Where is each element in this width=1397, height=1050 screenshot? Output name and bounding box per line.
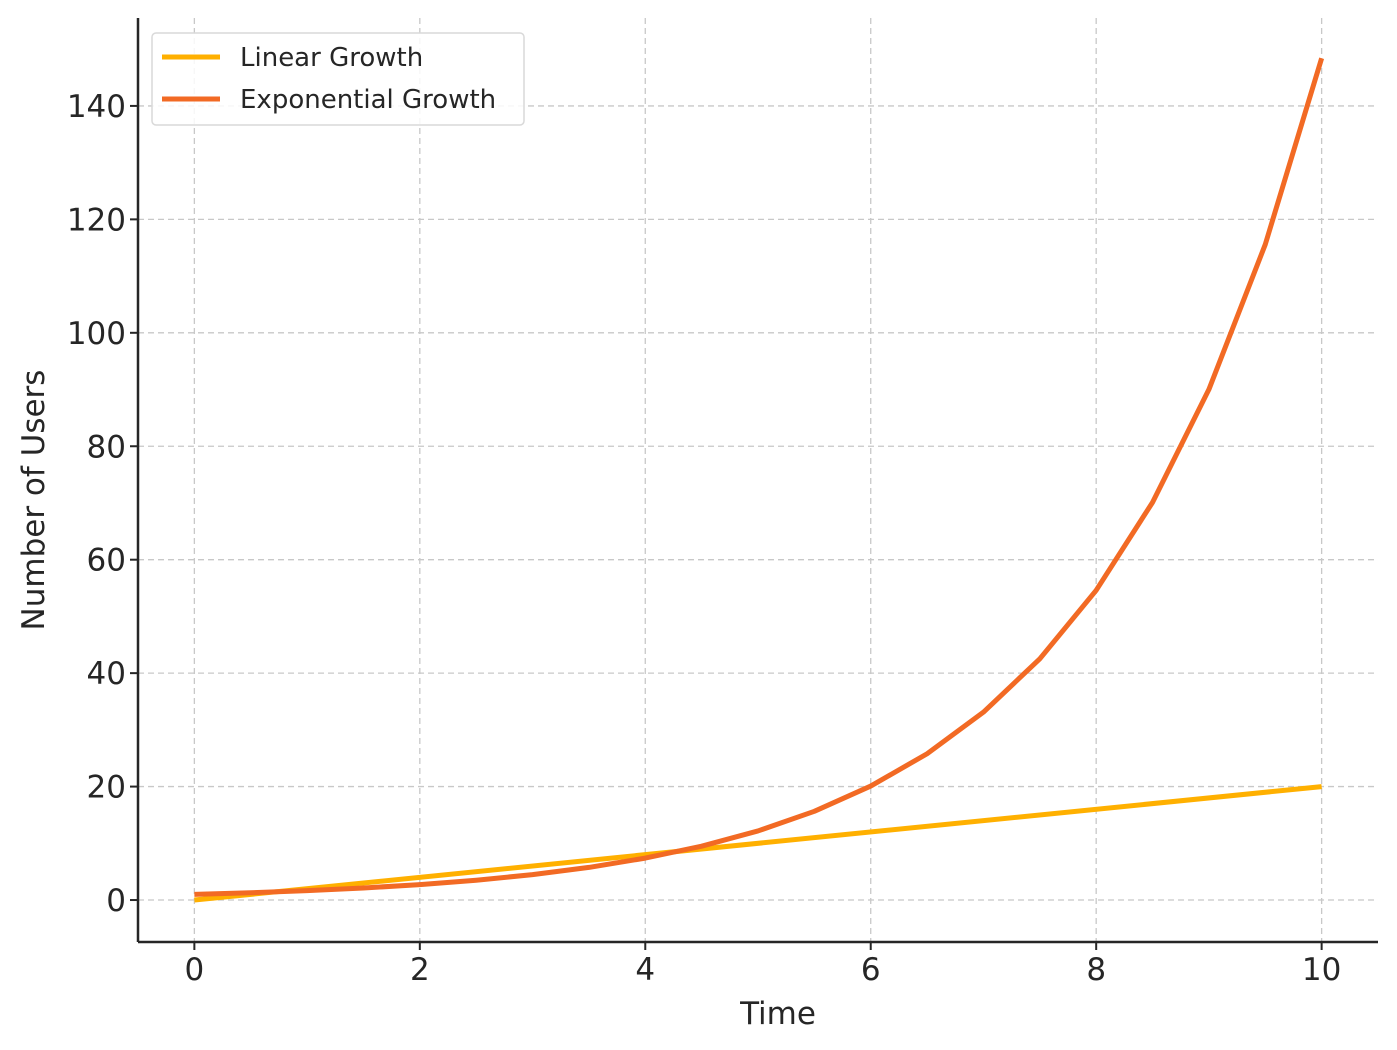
legend-label: Exponential Growth [240,85,496,115]
x-tick-label: 8 [1086,952,1106,988]
y-axis-label: Number of Users [16,370,52,631]
x-axis-label: Time [739,996,816,1032]
y-tick-label: 0 [106,883,126,919]
y-tick-label: 80 [87,429,126,465]
legend: Linear Growth Exponential Growth [151,32,525,126]
y-tick-label: 20 [87,770,126,806]
x-tick-label: 10 [1302,952,1341,988]
legend-box [151,32,525,126]
y-tick-label: 40 [87,656,126,692]
y-tick-label: 100 [67,316,126,352]
y-tick-label: 60 [87,543,126,579]
x-tick-label: 0 [184,952,204,988]
y-tick-label: 140 [67,89,126,125]
plot-area [194,57,1325,903]
x-tick-label: 4 [635,952,655,988]
grid [138,18,1378,942]
x-tick-label: 2 [410,952,430,988]
series-line-linear-growth [194,784,1322,903]
y-tick-label: 120 [67,202,126,238]
legend-label: Linear Growth [240,43,423,73]
x-tick-label: 6 [861,952,881,988]
series-line-exponential-growth [194,57,1325,897]
